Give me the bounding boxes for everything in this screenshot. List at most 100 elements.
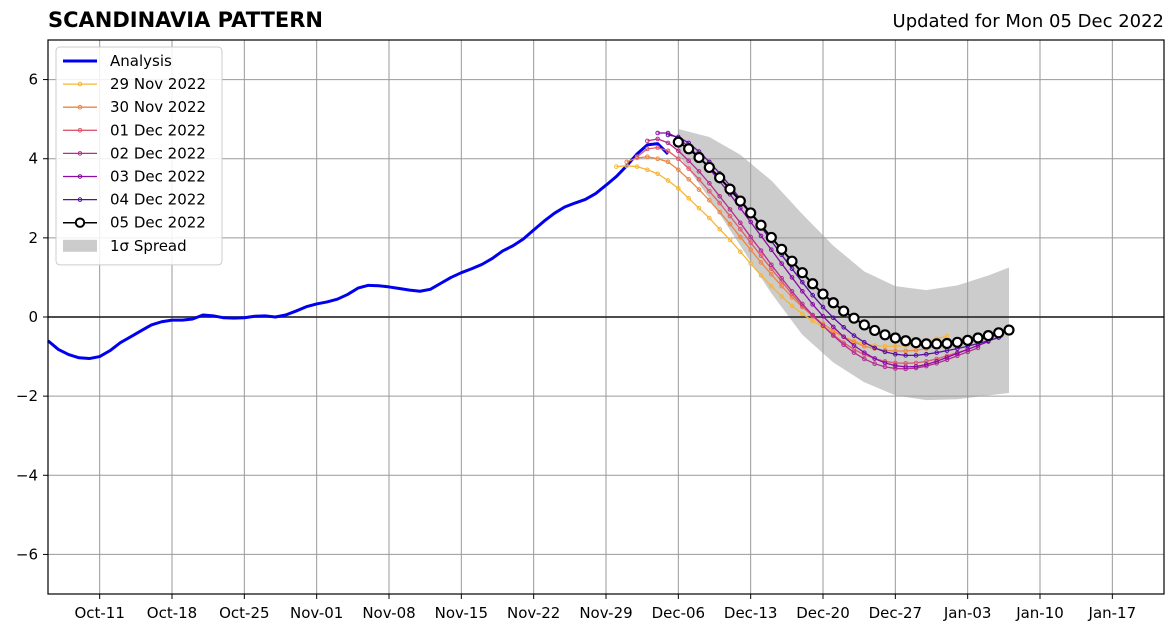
data-point	[893, 363, 898, 368]
data-point	[686, 195, 691, 201]
data-point	[893, 360, 898, 366]
data-point	[779, 294, 784, 299]
data-point	[827, 297, 839, 309]
data-point	[765, 231, 777, 244]
data-point	[665, 132, 671, 138]
legend-entry: 29 Nov 2022	[63, 75, 206, 93]
data-point	[717, 194, 722, 199]
data-point	[879, 329, 891, 341]
data-point	[841, 334, 846, 340]
data-point	[745, 207, 757, 219]
data-point	[655, 156, 660, 162]
data-point	[758, 273, 764, 278]
data-point	[748, 240, 753, 245]
data-point	[727, 213, 733, 219]
data-point	[665, 130, 671, 136]
data-point	[676, 156, 681, 162]
series-layer	[47, 130, 1015, 372]
data-point	[748, 261, 753, 266]
legend-entry: 30 Nov 2022	[63, 98, 206, 116]
data-point	[655, 130, 660, 136]
data-point	[913, 353, 919, 358]
legend-label: Analysis	[110, 52, 172, 70]
series-7	[672, 136, 1015, 350]
data-point	[696, 187, 702, 192]
data-point	[872, 345, 877, 351]
data-point	[903, 364, 908, 370]
data-point	[727, 237, 733, 243]
data-point	[645, 154, 650, 160]
data-point	[851, 343, 857, 348]
data-point	[872, 361, 877, 366]
data-point	[779, 261, 784, 266]
data-point	[707, 180, 712, 186]
data-point	[789, 266, 795, 272]
legend-entry: 01 Dec 2022	[63, 121, 206, 139]
forecast-line	[626, 156, 958, 352]
x-tick-label: Dec-06	[652, 604, 706, 622]
data-point	[851, 350, 857, 355]
data-point	[941, 337, 953, 350]
data-point	[789, 275, 795, 280]
legend-entry: Analysis	[63, 52, 172, 70]
y-tick-label: 6	[28, 71, 38, 89]
data-point	[665, 140, 671, 146]
x-tick-label: Nov-15	[435, 604, 488, 622]
analysis-line	[47, 142, 670, 361]
legend-marker	[77, 104, 83, 110]
data-point	[655, 145, 660, 150]
data-point	[810, 292, 815, 298]
data-point	[903, 353, 908, 358]
data-point	[913, 364, 919, 369]
data-point	[686, 176, 691, 182]
x-tick-label: Dec-27	[869, 604, 923, 622]
data-point	[686, 158, 691, 163]
data-point	[817, 288, 829, 300]
data-point	[800, 301, 805, 307]
legend-label: 29 Nov 2022	[110, 75, 206, 93]
data-point	[717, 209, 722, 215]
data-point	[696, 176, 702, 182]
data-point	[645, 167, 650, 173]
x-tick-label: Jan-10	[1015, 604, 1064, 622]
data-point	[686, 166, 691, 171]
data-point	[858, 319, 870, 331]
forecast-line	[657, 132, 989, 368]
data-point	[717, 200, 722, 206]
y-tick-label: −2	[16, 387, 38, 405]
data-point	[831, 315, 836, 321]
x-tick-label: Nov-08	[362, 604, 415, 622]
data-point	[672, 136, 684, 148]
data-point	[903, 348, 908, 354]
data-point	[934, 359, 939, 364]
x-tick-label: Oct-18	[147, 604, 197, 622]
legend-entry: 05 Dec 2022	[63, 214, 206, 232]
data-point	[889, 332, 901, 344]
x-tick-label: Dec-20	[796, 604, 850, 622]
data-point	[645, 138, 650, 144]
data-point	[810, 312, 815, 318]
data-point	[924, 351, 929, 357]
axis-ticks: Oct-11 Oct-18 Oct-25 Nov-01 Nov-08 Nov-15 Nov-…	[16, 71, 1136, 622]
data-point	[769, 247, 774, 253]
x-tick-label: Jan-17	[1088, 604, 1137, 622]
data-point	[738, 249, 743, 255]
data-point	[838, 305, 850, 317]
data-point	[924, 362, 929, 367]
data-point	[962, 334, 974, 346]
data-point	[982, 329, 994, 342]
data-point	[714, 172, 726, 184]
spread-layer	[678, 129, 1009, 401]
data-point	[800, 288, 805, 294]
data-point	[913, 347, 919, 353]
data-point	[820, 323, 826, 329]
data-point	[769, 262, 774, 268]
legend-marker	[77, 128, 83, 133]
legend-label: 05 Dec 2022	[110, 214, 206, 232]
data-point	[758, 248, 764, 253]
data-point	[931, 338, 943, 350]
legend-marker	[77, 151, 83, 156]
data-point	[693, 151, 705, 164]
data-point	[955, 351, 960, 356]
